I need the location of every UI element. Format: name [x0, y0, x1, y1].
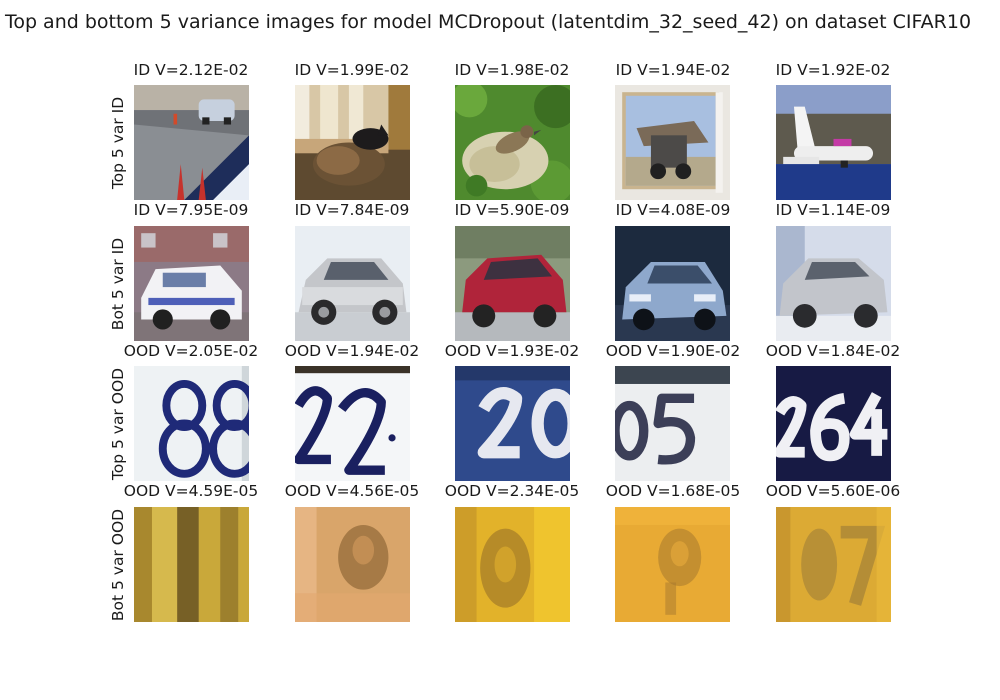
panel-title: ID V=1.98E-02: [454, 61, 570, 79]
panel-title: OOD V=2.34E-05: [444, 482, 580, 500]
panel-title: ID V=1.92E-02: [775, 61, 891, 79]
panel-title: ID V=5.90E-09: [454, 201, 570, 219]
image-cat: [295, 85, 410, 200]
image-blurry-yellow-digit: [455, 507, 570, 622]
image-digits-20: [455, 366, 570, 481]
image-digits-264: [776, 366, 891, 481]
image-red-car: [455, 226, 570, 341]
image-bird: [455, 85, 570, 200]
panel-title: ID V=1.14E-09: [775, 201, 891, 219]
image-truck-frame: [615, 85, 730, 200]
panel-title: OOD V=2.05E-02: [123, 342, 259, 360]
image-blue-car: [615, 226, 730, 341]
image-digits-88: [134, 366, 249, 481]
panel-title: OOD V=1.93E-02: [444, 342, 580, 360]
panel-title: OOD V=1.68E-05: [605, 482, 741, 500]
image-blurry-peach-digit: [295, 507, 410, 622]
image-blurry-yellow-digits-2: [776, 507, 891, 622]
image-silver-hatchback: [295, 226, 410, 341]
panel-title: OOD V=4.56E-05: [284, 482, 420, 500]
image-blurry-yellow-digits: [134, 507, 249, 622]
figure-title: Top and bottom 5 variance images for mod…: [4, 11, 972, 33]
image-blurry-orange-digit: [615, 507, 730, 622]
image-airplane: [776, 85, 891, 200]
panel-title: ID V=7.95E-09: [133, 201, 249, 219]
image-road-car: [134, 85, 249, 200]
panel-title: ID V=7.84E-09: [294, 201, 410, 219]
image-digits-05: [615, 366, 730, 481]
panel-title: ID V=1.94E-02: [615, 61, 731, 79]
image-digits-22: [295, 366, 410, 481]
panel-title: OOD V=1.94E-02: [284, 342, 420, 360]
panel-title: OOD V=4.59E-05: [123, 482, 259, 500]
panel-title: ID V=4.08E-09: [615, 201, 731, 219]
panel-title: OOD V=1.84E-02: [765, 342, 901, 360]
panel-title: ID V=2.12E-02: [133, 61, 249, 79]
image-silver-sedan: [776, 226, 891, 341]
panel-title: ID V=1.99E-02: [294, 61, 410, 79]
panel-title: OOD V=1.90E-02: [605, 342, 741, 360]
panel-title: OOD V=5.60E-06: [765, 482, 901, 500]
image-police-car: [134, 226, 249, 341]
